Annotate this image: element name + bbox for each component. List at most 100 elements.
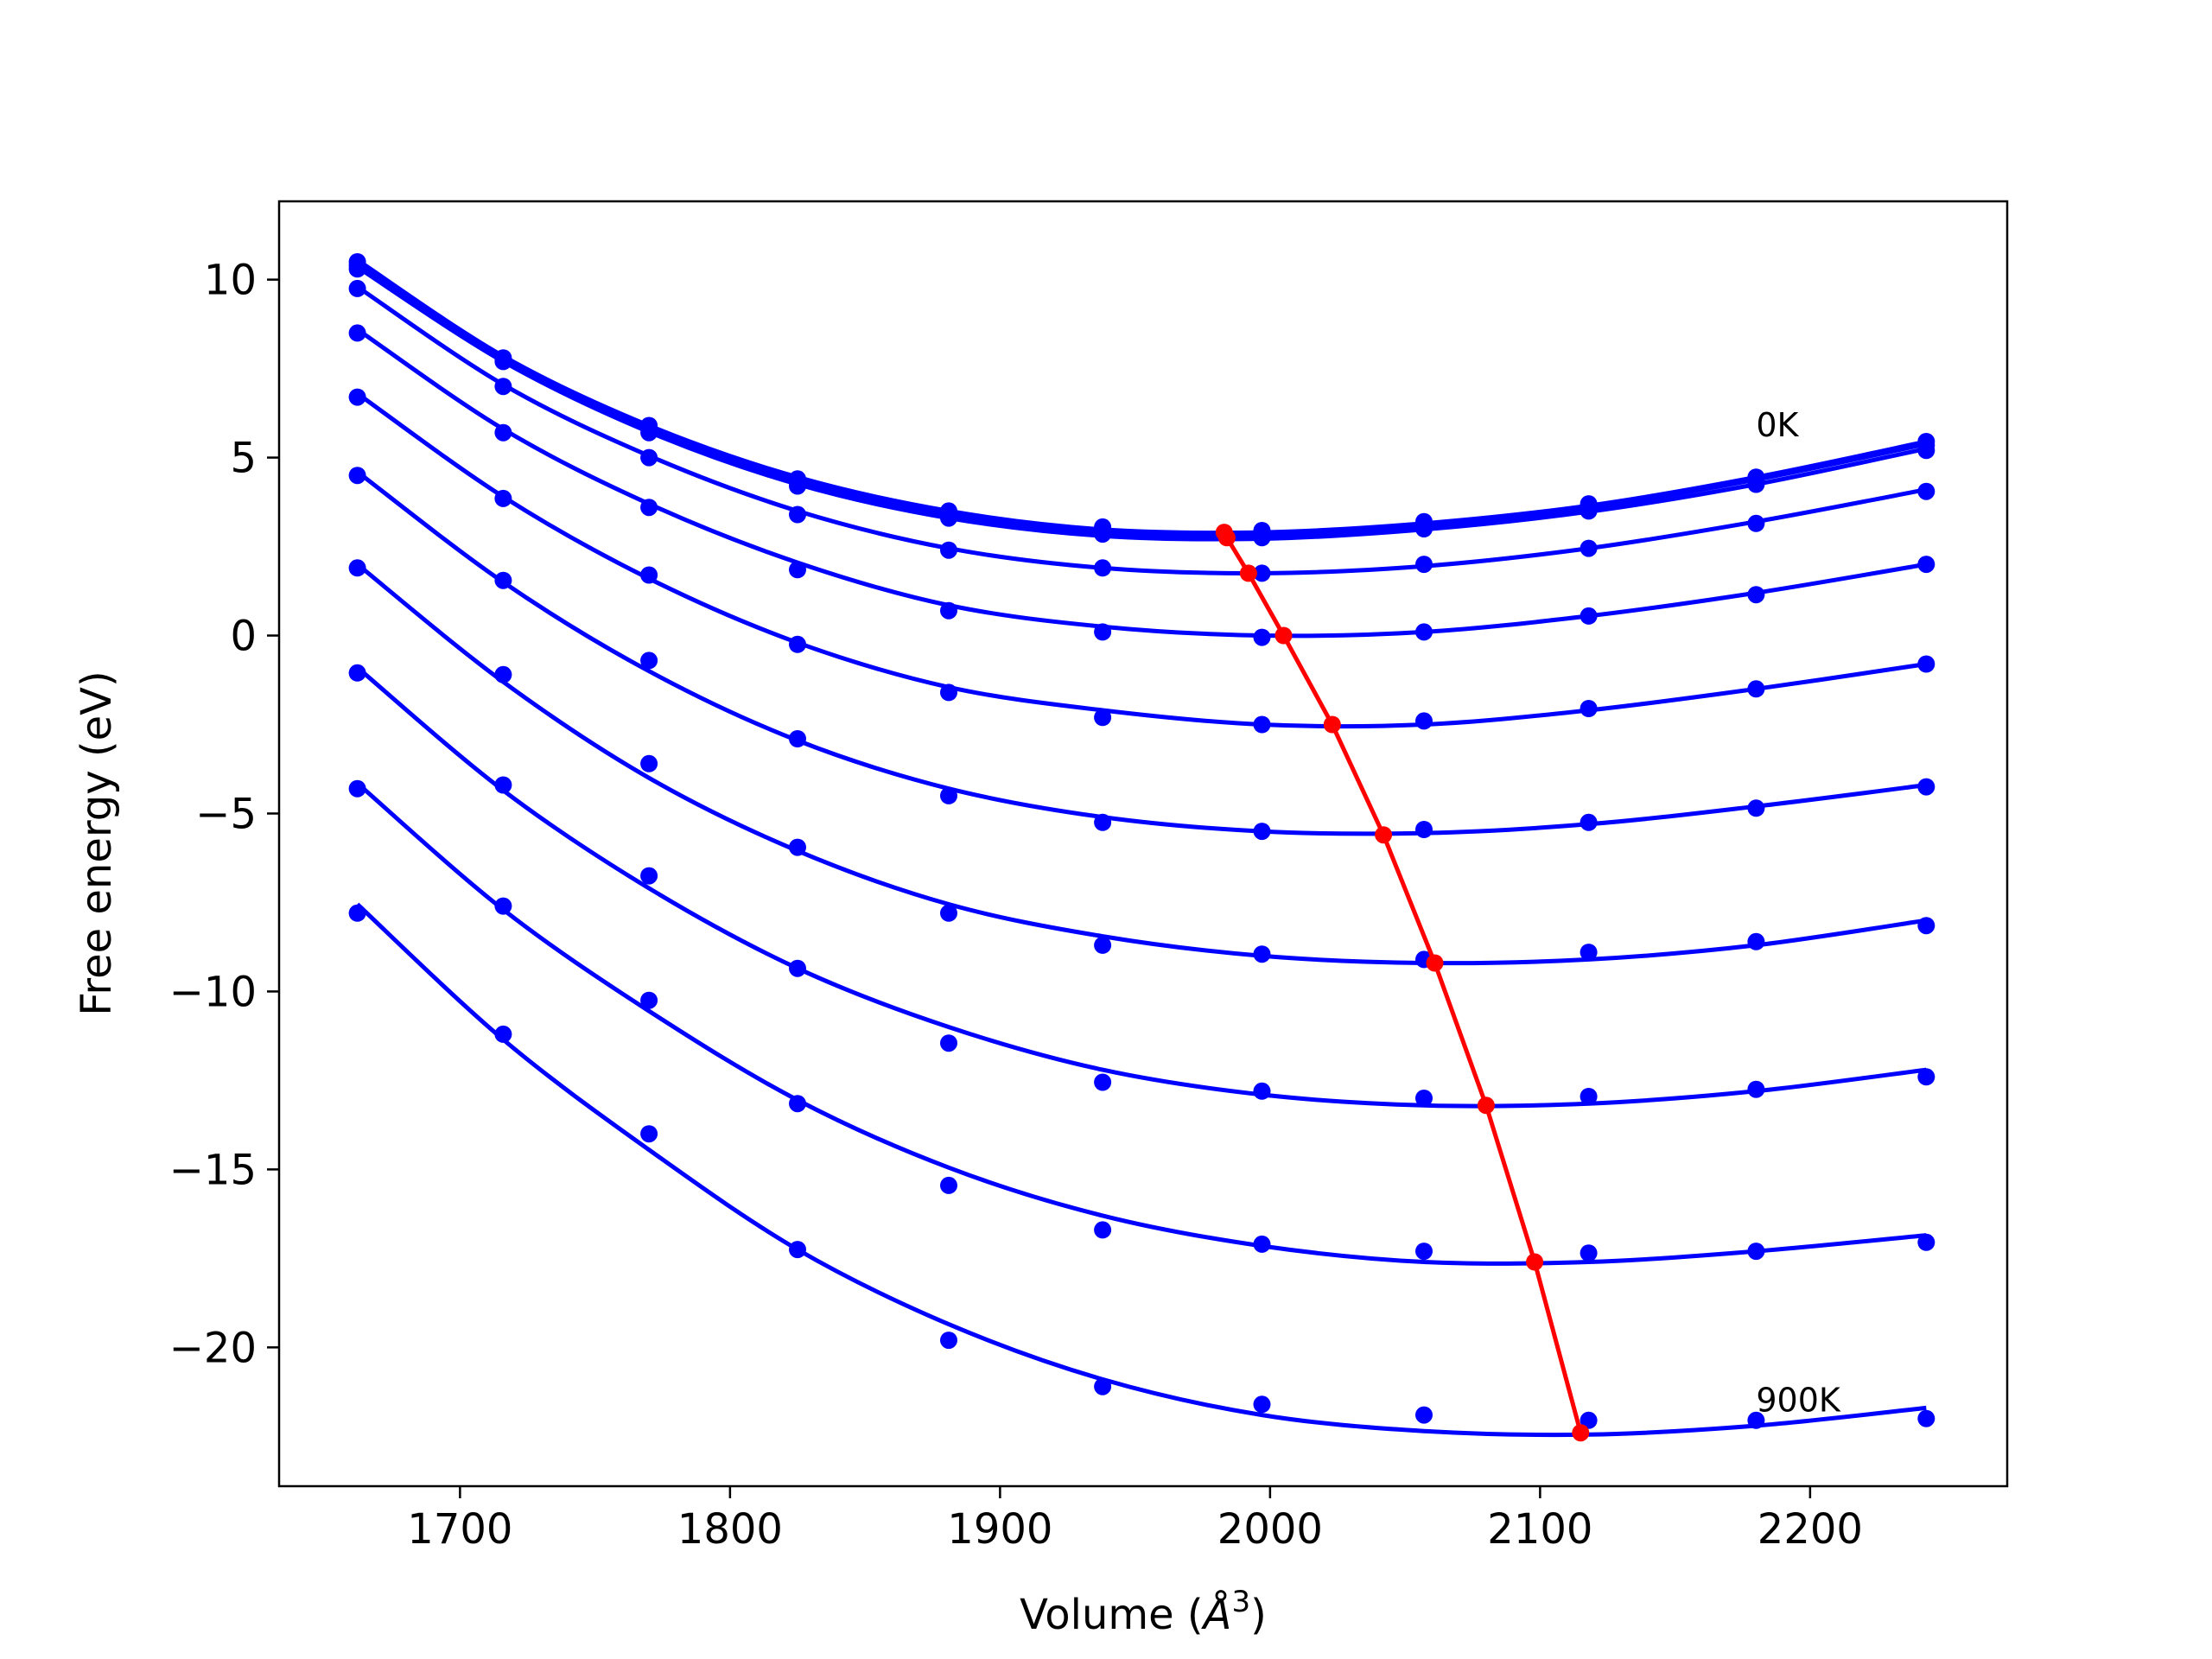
data-point-10-7 xyxy=(1415,1406,1433,1424)
data-point-4-5 xyxy=(1094,623,1112,641)
data-point-9-2 xyxy=(640,991,658,1009)
data-point-6-6 xyxy=(1253,823,1271,841)
data-point-4-3 xyxy=(789,561,806,579)
data-point-6-0 xyxy=(348,467,366,485)
data-point-9-3 xyxy=(789,1095,806,1113)
y-tick-label-2: 0 xyxy=(230,613,257,661)
data-point-4-2 xyxy=(640,499,658,517)
data-point-4-1 xyxy=(494,423,512,442)
minimum-point-7 xyxy=(1477,1096,1495,1115)
annotation-1: 900K xyxy=(1756,1381,1841,1419)
data-point-3-10 xyxy=(1917,482,1936,500)
axes: 1700 1800 1900 2000 2100 2200 10 5 0 −5 −10 −15 −20 xyxy=(169,257,1863,1554)
data-point-10-0 xyxy=(348,904,366,922)
x-tick-label-0: 1700 xyxy=(407,1505,512,1554)
data-point-8-5 xyxy=(1094,1073,1112,1091)
y-tick-label-3: −5 xyxy=(195,790,257,838)
minimum-point-2 xyxy=(1239,564,1257,582)
data-point-6-5 xyxy=(1094,813,1112,831)
data-point-9-1 xyxy=(494,897,512,915)
data-point-4-6 xyxy=(1253,628,1271,646)
data-point-8-2 xyxy=(640,867,658,885)
plot-area xyxy=(348,253,1936,1442)
annotations: 0K 900K xyxy=(1756,406,1841,1420)
data-point-4-9 xyxy=(1747,586,1765,604)
data-point-10-6 xyxy=(1253,1395,1271,1414)
data-point-5-2 xyxy=(640,566,658,584)
data-point-8-4 xyxy=(940,1034,957,1052)
data-point-7-2 xyxy=(640,754,658,772)
data-point-8-1 xyxy=(494,776,512,794)
data-point-6-8 xyxy=(1580,813,1598,831)
data-point-10-2 xyxy=(640,1125,658,1143)
fit-curve-6 xyxy=(356,470,1927,836)
data-point-5-6 xyxy=(1253,715,1271,734)
data-point-6-1 xyxy=(494,571,512,589)
x-tick-label-2: 1900 xyxy=(947,1505,1052,1554)
data-point-5-1 xyxy=(494,489,512,507)
data-point-9-9 xyxy=(1747,1243,1765,1261)
data-point-4-4 xyxy=(940,601,957,620)
data-point-3-3 xyxy=(789,505,806,524)
data-point-5-3 xyxy=(789,635,806,653)
data-point-5-0 xyxy=(348,388,366,406)
minima-line xyxy=(1222,531,1583,1433)
data-point-7-1 xyxy=(494,665,512,683)
data-point-7-8 xyxy=(1580,944,1598,962)
data-point-8-10 xyxy=(1917,1068,1936,1086)
minimum-point-1 xyxy=(1217,529,1236,547)
data-point-5-9 xyxy=(1747,680,1765,698)
data-point-7-4 xyxy=(940,904,957,922)
data-point-4-8 xyxy=(1580,607,1598,625)
minimum-point-5 xyxy=(1375,826,1393,844)
fit-curve-4 xyxy=(356,327,1927,639)
x-tick-label-5: 2200 xyxy=(1758,1505,1863,1554)
data-point-5-8 xyxy=(1580,700,1598,717)
data-point-6-7 xyxy=(1415,821,1433,838)
data-point-2-10 xyxy=(1917,442,1936,460)
fit-curve-5 xyxy=(356,391,1927,729)
data-point-5-10 xyxy=(1917,655,1936,673)
x-tick-label-3: 2000 xyxy=(1217,1505,1323,1554)
data-point-6-4 xyxy=(940,786,957,804)
data-point-9-10 xyxy=(1917,1233,1936,1251)
data-point-10-4 xyxy=(940,1332,957,1350)
y-axis-label: Free energy (eV) xyxy=(73,671,121,1015)
data-point-2-3 xyxy=(789,477,806,495)
data-point-10-10 xyxy=(1917,1409,1936,1427)
fit-curve-7 xyxy=(356,563,1927,966)
data-point-7-0 xyxy=(348,559,366,577)
data-point-9-8 xyxy=(1580,1244,1598,1262)
x-tick-label-1: 1800 xyxy=(677,1505,783,1554)
y-tick-label-1: 5 xyxy=(230,435,257,483)
data-point-10-9 xyxy=(1747,1411,1765,1429)
data-point-5-5 xyxy=(1094,709,1112,727)
x-axis-label: Volume (Å3) xyxy=(1020,1585,1267,1639)
data-point-2-1 xyxy=(494,353,512,371)
data-point-8-6 xyxy=(1253,1082,1271,1100)
y-tick-label-5: −15 xyxy=(169,1146,257,1194)
data-point-2-4 xyxy=(940,509,957,527)
data-point-10-5 xyxy=(1094,1377,1112,1395)
data-point-10-3 xyxy=(789,1241,806,1259)
data-point-4-7 xyxy=(1415,623,1433,641)
data-point-2-0 xyxy=(348,260,366,278)
data-point-8-9 xyxy=(1747,1080,1765,1098)
data-point-4-0 xyxy=(348,324,366,342)
data-point-8-8 xyxy=(1580,1088,1598,1105)
data-point-7-10 xyxy=(1917,917,1936,935)
data-point-9-4 xyxy=(940,1176,957,1194)
plot-frame xyxy=(277,200,2009,1488)
data-point-9-7 xyxy=(1415,1243,1433,1261)
minimum-point-8 xyxy=(1526,1253,1544,1271)
data-point-8-7 xyxy=(1415,1090,1433,1107)
data-point-7-9 xyxy=(1747,932,1765,950)
minimum-point-4 xyxy=(1323,715,1341,734)
fit-curve-9 xyxy=(355,781,1927,1266)
x-tick-label-4: 2100 xyxy=(1487,1505,1592,1554)
data-point-3-8 xyxy=(1580,539,1598,557)
data-point-3-1 xyxy=(494,378,512,396)
y-tick-label-4: −10 xyxy=(169,968,257,1016)
minimum-point-3 xyxy=(1274,626,1293,645)
